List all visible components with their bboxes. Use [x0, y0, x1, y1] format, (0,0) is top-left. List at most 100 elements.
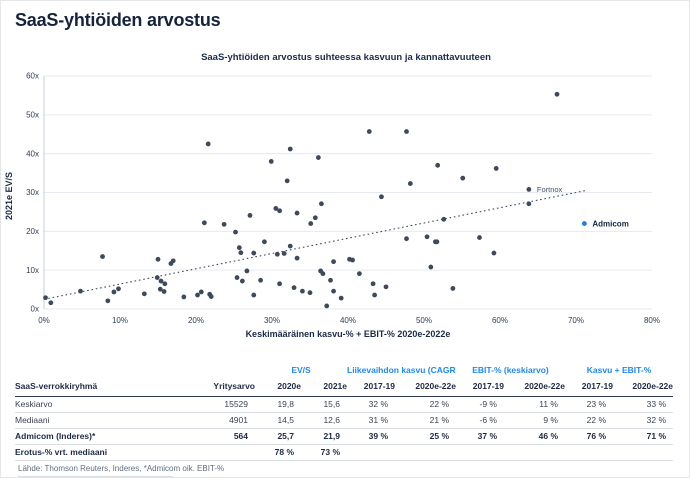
row-label: Mediaani: [15, 412, 200, 429]
data-point: [277, 281, 282, 287]
data-point: [277, 208, 282, 214]
data-point: [366, 129, 372, 134]
data-point: [284, 178, 290, 184]
data-point: [554, 91, 560, 97]
row-label: Keskiarvo: [15, 396, 200, 413]
column-header-sum-2017-19: 2017-19: [565, 375, 613, 397]
data-point: [43, 295, 48, 301]
row-value: [456, 444, 504, 461]
trend-line: [43, 189, 588, 300]
group-header-revenue-growth: Liikevaihdon kasvu (CAGR): [347, 365, 456, 375]
point-label-admicom: Admicom: [592, 219, 628, 228]
x-tick-label: 40%: [340, 316, 356, 325]
row-value: 19,8: [255, 396, 301, 413]
data-point: [105, 298, 111, 304]
data-point: [312, 215, 318, 221]
row-value: 12,6: [301, 412, 347, 429]
data-point: [234, 275, 240, 280]
x-tick-label: 50%: [416, 316, 432, 325]
row-value: 25 %: [395, 428, 456, 445]
row-value: 32 %: [613, 412, 674, 429]
data-point: [208, 294, 214, 299]
data-point: [491, 250, 497, 256]
footer-underline: [18, 476, 173, 477]
data-point: [300, 288, 305, 294]
data-point: [287, 243, 293, 249]
table-row: Erotus-% vrt. mediaani 78 % 73 %: [15, 444, 674, 461]
data-point: [338, 295, 344, 301]
row-value: 76 %: [565, 428, 613, 445]
data-point: [460, 175, 466, 181]
data-point: [407, 181, 413, 186]
y-tick-label: 10x: [26, 266, 39, 275]
row-value: 33 %: [613, 396, 674, 413]
data-point: [370, 281, 376, 287]
data-point: [291, 285, 297, 291]
x-tick-label: 20%: [188, 316, 204, 325]
row-value: 4901: [200, 412, 255, 429]
row-value: 9 %: [504, 412, 565, 429]
data-point: [158, 278, 164, 284]
row-value: [347, 444, 395, 461]
data-point: [78, 288, 83, 294]
row-value: [200, 444, 255, 461]
row-value: 21 %: [395, 412, 456, 429]
row-value: [565, 444, 613, 461]
data-point: [324, 303, 330, 309]
group-header-ebit: EBIT-% (keskiarvo): [472, 365, 549, 375]
data-point: [111, 289, 117, 295]
data-point: [294, 210, 300, 216]
data-point: [201, 220, 207, 226]
column-header-growth-2020e-22e: 2020e-22e: [395, 375, 456, 397]
row-value: [395, 444, 456, 461]
y-tick-label: 20x: [26, 227, 39, 236]
x-axis-title: Keskimääräinen kasvu-% + EBIT-% 2020e-20…: [246, 329, 451, 339]
data-point: [383, 284, 389, 290]
column-header-ebit-2017-19: 2017-19: [456, 375, 504, 397]
column-header-growth-2017-19: 2017-19: [347, 375, 395, 397]
row-value: 73 %: [301, 444, 347, 461]
data-point: [181, 294, 187, 300]
row-value: -6 %: [456, 412, 504, 429]
row-value: 39 %: [347, 428, 395, 445]
data-point: [281, 251, 287, 256]
row-value: 21,9: [301, 428, 347, 445]
row-value: 11 %: [504, 396, 565, 413]
data-point: [195, 292, 200, 298]
data-point: [328, 277, 333, 283]
y-axis-title: 2021e EV/S: [4, 172, 14, 220]
data-point: [161, 289, 167, 294]
row-value: 46 %: [504, 428, 565, 445]
group-header-growth-plus-ebit: Kasvu + EBIT-%: [586, 365, 652, 375]
peer-comparison-table: EV/S Liikevaihdon kasvu (CAGR) EBIT-% (k…: [15, 362, 674, 461]
x-tick-label: 10%: [112, 316, 128, 325]
column-header-ebit-2020e-22e: 2020e-22e: [504, 375, 565, 397]
data-point: [100, 254, 105, 259]
data-point: [236, 245, 242, 251]
data-point: [315, 155, 321, 160]
data-point: [372, 292, 377, 298]
x-tick-label: 70%: [568, 316, 584, 325]
source-note: Lähde: Thomson Reuters, Inderes, *Admico…: [18, 464, 225, 473]
data-point: [450, 286, 456, 291]
data-point: [162, 281, 168, 287]
data-point: [331, 259, 336, 265]
y-tick-label: 60x: [26, 72, 39, 81]
row-value: 25,7: [255, 428, 301, 445]
data-point: [157, 286, 163, 292]
row-value: 71 %: [613, 428, 674, 445]
table-column-header-row: SaaS-verrokkiryhmä Yritysarvo 2020e 2021…: [15, 375, 674, 397]
data-point: [424, 234, 430, 240]
column-header-2021e: 2021e: [301, 375, 347, 397]
row-label: Admicom (Inderes)*: [15, 428, 200, 445]
data-point: [238, 250, 244, 256]
x-tick-label: 30%: [264, 316, 280, 325]
data-point: [116, 286, 121, 292]
data-point: [404, 236, 409, 242]
x-tick-label: 0%: [38, 316, 50, 325]
column-header-2020e: 2020e: [255, 375, 301, 397]
data-point: [262, 239, 267, 245]
data-point: [526, 201, 532, 207]
data-point: [435, 162, 441, 168]
